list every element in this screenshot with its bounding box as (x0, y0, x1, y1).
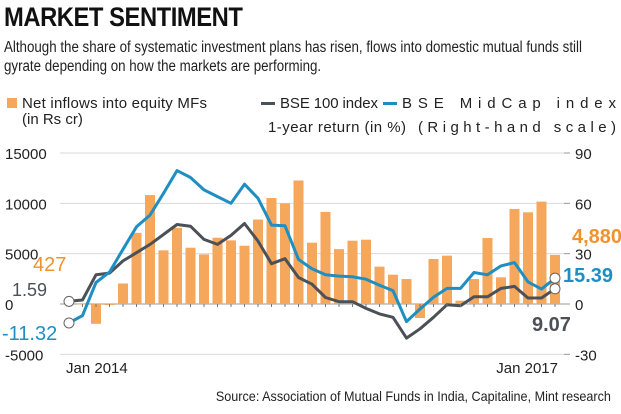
bar (428, 259, 439, 304)
annotation-midcap-first: -11.32 (2, 323, 57, 345)
right-tick-label: 30 (575, 247, 592, 264)
bar (185, 247, 196, 304)
bar (172, 227, 182, 304)
bar (293, 180, 304, 304)
bar (239, 245, 250, 304)
left-tick-label: 0 (5, 297, 13, 314)
right-tick-label: -30 (575, 347, 597, 364)
legend-label-bars: Net inflows into equity MFs (22, 95, 207, 112)
end-point-marker (549, 283, 561, 295)
x-tick-label-start: Jan 2014 (66, 360, 128, 377)
legend-label-midcap: BSE MidCap index (402, 95, 617, 112)
midcap-line (68, 169, 556, 325)
chart-subtitle: Although the share of systematic investm… (4, 39, 582, 75)
bar (509, 208, 520, 304)
bar (91, 304, 101, 324)
bar (496, 277, 506, 304)
left-tick-label: 10000 (5, 196, 47, 213)
bar (442, 255, 452, 304)
bar (118, 283, 128, 304)
start-point-marker (63, 317, 75, 329)
bar (307, 242, 317, 304)
bar (320, 211, 331, 304)
annotation-bse100-first: 1.59 (12, 280, 47, 300)
bar (253, 219, 263, 304)
bar (131, 232, 142, 304)
annotation-bars-first: 427 (33, 254, 66, 276)
start-point-marker (63, 295, 75, 307)
legend-label-bse100: BSE 100 index (280, 95, 379, 112)
bar (361, 239, 371, 304)
bar (145, 195, 155, 304)
bse100-line (68, 222, 556, 340)
bar (266, 197, 277, 304)
left-tick-label: 15000 (5, 146, 47, 163)
legend-note-return: 1-year return (in %) (268, 119, 406, 136)
legend-label-bars-unit: (in Rs cr) (22, 111, 83, 128)
right-tick-label: 90 (575, 146, 592, 163)
bar (199, 254, 209, 304)
legend-swatch-bse100 (261, 102, 275, 105)
left-tick-label: 5000 (5, 247, 38, 264)
bar (523, 212, 533, 304)
annotation-bse100-last: 9.07 (532, 314, 571, 336)
annotation-bars-last: 4,880 (572, 226, 621, 248)
source-note: Source: Association of Mutual Funds in I… (215, 388, 611, 404)
bar (455, 300, 466, 304)
x-tick-label-end: Jan 2017 (496, 360, 558, 377)
end-point-marker (549, 272, 561, 284)
right-tick-label: 0 (575, 297, 583, 314)
legend-swatch-midcap (383, 102, 397, 105)
bar (280, 203, 290, 304)
bar (212, 237, 223, 304)
right-tick-label: 60 (575, 196, 592, 213)
bar (158, 250, 169, 304)
bar (401, 279, 412, 304)
legend-note-right-scale: (Right-hand scale) (418, 119, 616, 136)
left-tick-label: -5000 (5, 347, 43, 364)
bar (482, 237, 493, 304)
bar (347, 240, 358, 304)
bar (536, 201, 547, 304)
legend-swatch-bars (7, 98, 17, 108)
chart-title: MARKET SENTIMENT (4, 2, 243, 32)
bar (226, 240, 236, 304)
bar (469, 279, 479, 304)
annotation-midcap-last: 15.39 (563, 265, 613, 287)
